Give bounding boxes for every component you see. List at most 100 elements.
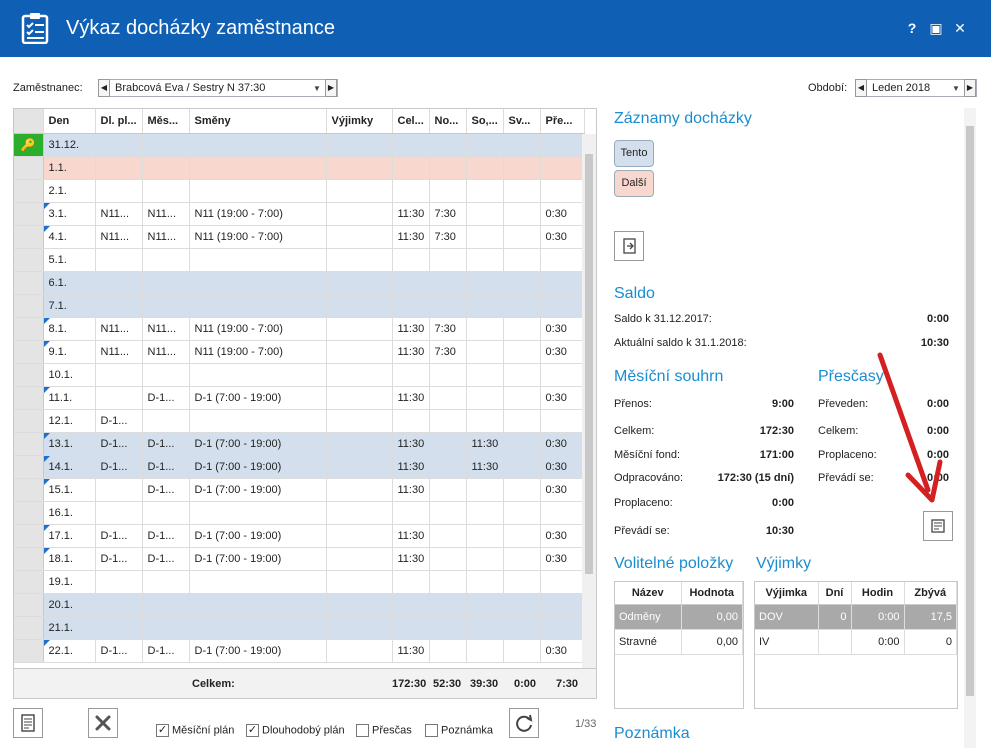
checkbox-box[interactable]: ✓ xyxy=(246,724,259,737)
table-row[interactable]: 2.1. xyxy=(14,179,585,203)
table-row[interactable]: 7.1. xyxy=(14,294,585,318)
row-selector[interactable] xyxy=(14,386,44,410)
table-row[interactable]: 9.1. N11... N11... N11 (19:00 - 7:00) 11:30 7… xyxy=(14,340,585,364)
table-row[interactable]: 17.1. D-1... D-1... D-1 (7:00 - 19:00) 11:30… xyxy=(14,524,585,548)
cell-no xyxy=(429,432,467,456)
help-button[interactable]: ? xyxy=(907,20,917,36)
row-selector[interactable] xyxy=(14,317,44,341)
maximize-button[interactable]: ▣ xyxy=(929,20,943,36)
cell-text: N11... xyxy=(147,322,177,335)
table-row[interactable]: 5.1. xyxy=(14,248,585,272)
export-button[interactable] xyxy=(614,231,644,261)
checkbox-box[interactable]: ✓ xyxy=(156,724,169,737)
panel-scrollbar[interactable] xyxy=(964,108,976,748)
row-selector[interactable] xyxy=(14,363,44,387)
table-row[interactable]: DOV 0 0:00 17,5 xyxy=(755,604,957,630)
checkbox-box[interactable] xyxy=(356,724,369,737)
row-selector[interactable] xyxy=(14,455,44,479)
row-selector[interactable] xyxy=(14,294,44,318)
table-row[interactable]: 18.1. D-1... D-1... D-1 (7:00 - 19:00) 11:30… xyxy=(14,547,585,571)
overtime-checkbox[interactable]: Přesčas xyxy=(356,724,412,737)
cell-vyj xyxy=(326,432,393,456)
row-selector[interactable] xyxy=(14,202,44,226)
table-row[interactable]: 16.1. xyxy=(14,501,585,525)
table-row[interactable]: IV 0:00 0 xyxy=(755,629,957,655)
row-selector[interactable] xyxy=(14,639,44,663)
table-row[interactable]: 20.1. xyxy=(14,593,585,617)
col-header[interactable]: So,... xyxy=(466,109,504,134)
row-selector[interactable] xyxy=(14,271,44,295)
table-row[interactable]: 10.1. xyxy=(14,363,585,387)
col-header[interactable]: Sv... xyxy=(503,109,541,134)
col-header[interactable]: No... xyxy=(429,109,467,134)
report-button[interactable] xyxy=(13,708,43,738)
col-header[interactable]: Den xyxy=(43,109,96,134)
col-header[interactable]: Cel... xyxy=(392,109,430,134)
employee-select[interactable]: ◀ Brabcová Eva / Sestry N 37:30 ▼ ▶ xyxy=(98,79,338,97)
row-selector[interactable] xyxy=(14,478,44,502)
table-row[interactable]: Stravné 0,00 xyxy=(615,629,743,655)
table-row[interactable]: 19.1. xyxy=(14,570,585,594)
table-row[interactable]: 14.1. D-1... D-1... D-1 (7:00 - 19:00) 11:30… xyxy=(14,455,585,479)
cell-zbyva: 17,5 xyxy=(904,604,957,630)
table-row[interactable]: 13.1. D-1... D-1... D-1 (7:00 - 19:00) 11:30… xyxy=(14,432,585,456)
overtime-detail-button[interactable] xyxy=(923,511,953,541)
tools-button[interactable] xyxy=(88,708,118,738)
row-selector[interactable] xyxy=(14,432,44,456)
row-selector[interactable]: 🔑 xyxy=(14,133,44,157)
period-next-button[interactable]: ▶ xyxy=(964,79,976,97)
col-header[interactable]: Pře... xyxy=(540,109,585,134)
table-row[interactable]: 22.1. D-1... D-1... D-1 (7:00 - 19:00) 11:30… xyxy=(14,639,585,663)
cell-no xyxy=(429,616,467,640)
monthly-plan-checkbox[interactable]: ✓ Měsíční plán xyxy=(156,724,234,737)
table-row[interactable]: 3.1. N11... N11... N11 (19:00 - 7:00) 11:30 7… xyxy=(14,202,585,226)
row-selector[interactable] xyxy=(14,179,44,203)
cell-so: 11:30 xyxy=(466,432,504,456)
cell-cel xyxy=(392,593,430,617)
table-row[interactable]: 4.1. N11... N11... N11 (19:00 - 7:00) 11:30 7… xyxy=(14,225,585,249)
note-checkbox[interactable]: Poznámka xyxy=(425,724,493,737)
grid-scrollbar[interactable] xyxy=(582,134,596,676)
table-row[interactable]: 6.1. xyxy=(14,271,585,295)
col-header[interactable]: Dl. pl... xyxy=(95,109,143,134)
table-row[interactable]: 11.1. D-1... D-1 (7:00 - 19:00) 11:30 0:30 xyxy=(14,386,585,410)
cell-text: 11:30 xyxy=(397,391,425,404)
chevron-down-icon[interactable]: ▼ xyxy=(952,84,960,93)
close-button[interactable]: ✕ xyxy=(954,20,966,36)
row-selector[interactable] xyxy=(14,248,44,272)
row-selector[interactable] xyxy=(14,616,44,640)
row-selector[interactable] xyxy=(14,501,44,525)
longterm-plan-checkbox[interactable]: ✓ Dlouhodobý plán xyxy=(246,724,345,737)
row-selector[interactable] xyxy=(14,409,44,433)
period-select[interactable]: ◀ Leden 2018 ▼ ▶ xyxy=(855,79,977,97)
table-row[interactable]: Odměny 0,00 xyxy=(615,604,743,630)
cell-text: 13.1. xyxy=(48,437,73,450)
grid-scrollbar-thumb[interactable] xyxy=(585,154,593,574)
col-header[interactable]: Směny xyxy=(189,109,327,134)
employee-next-button[interactable]: ▶ xyxy=(325,79,337,97)
checkbox-box[interactable] xyxy=(425,724,438,737)
table-row[interactable]: 12.1. D-1... xyxy=(14,409,585,433)
row-selector[interactable] xyxy=(14,156,44,180)
row-selector[interactable] xyxy=(14,593,44,617)
cell-pre xyxy=(540,616,585,640)
row-selector[interactable] xyxy=(14,547,44,571)
col-header[interactable]: Měs... xyxy=(142,109,190,134)
chevron-down-icon[interactable]: ▼ xyxy=(313,84,321,93)
table-row[interactable]: 15.1. D-1... D-1 (7:00 - 19:00) 11:30 0:30 xyxy=(14,478,585,502)
table-row[interactable]: 1.1. xyxy=(14,156,585,180)
table-row[interactable]: 21.1. xyxy=(14,616,585,640)
row-selector[interactable] xyxy=(14,570,44,594)
employee-prev-button[interactable]: ◀ xyxy=(98,79,110,97)
panel-scrollbar-thumb[interactable] xyxy=(966,126,974,696)
row-selector[interactable] xyxy=(14,340,44,364)
period-prev-button[interactable]: ◀ xyxy=(855,79,867,97)
celkem-value: 172:30 xyxy=(759,425,794,437)
col-header[interactable]: Výjimky xyxy=(326,109,393,134)
row-selector[interactable] xyxy=(14,524,44,548)
table-row[interactable]: 8.1. N11... N11... N11 (19:00 - 7:00) 11:30 7… xyxy=(14,317,585,341)
table-row[interactable]: 🔑 31.12. xyxy=(14,133,585,157)
refresh-button[interactable] xyxy=(509,708,539,738)
row-selector[interactable] xyxy=(14,225,44,249)
cell-smeny: D-1 (7:00 - 19:00) xyxy=(189,639,327,663)
